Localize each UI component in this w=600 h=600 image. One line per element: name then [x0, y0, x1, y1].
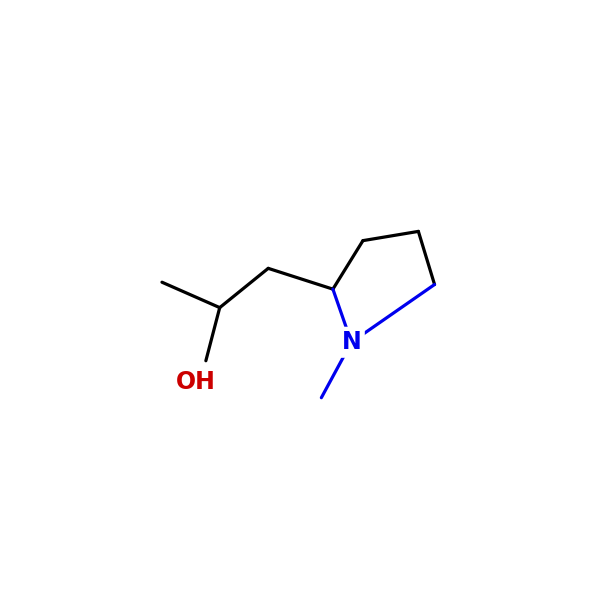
Text: N: N: [341, 330, 361, 354]
Text: OH: OH: [176, 370, 215, 394]
